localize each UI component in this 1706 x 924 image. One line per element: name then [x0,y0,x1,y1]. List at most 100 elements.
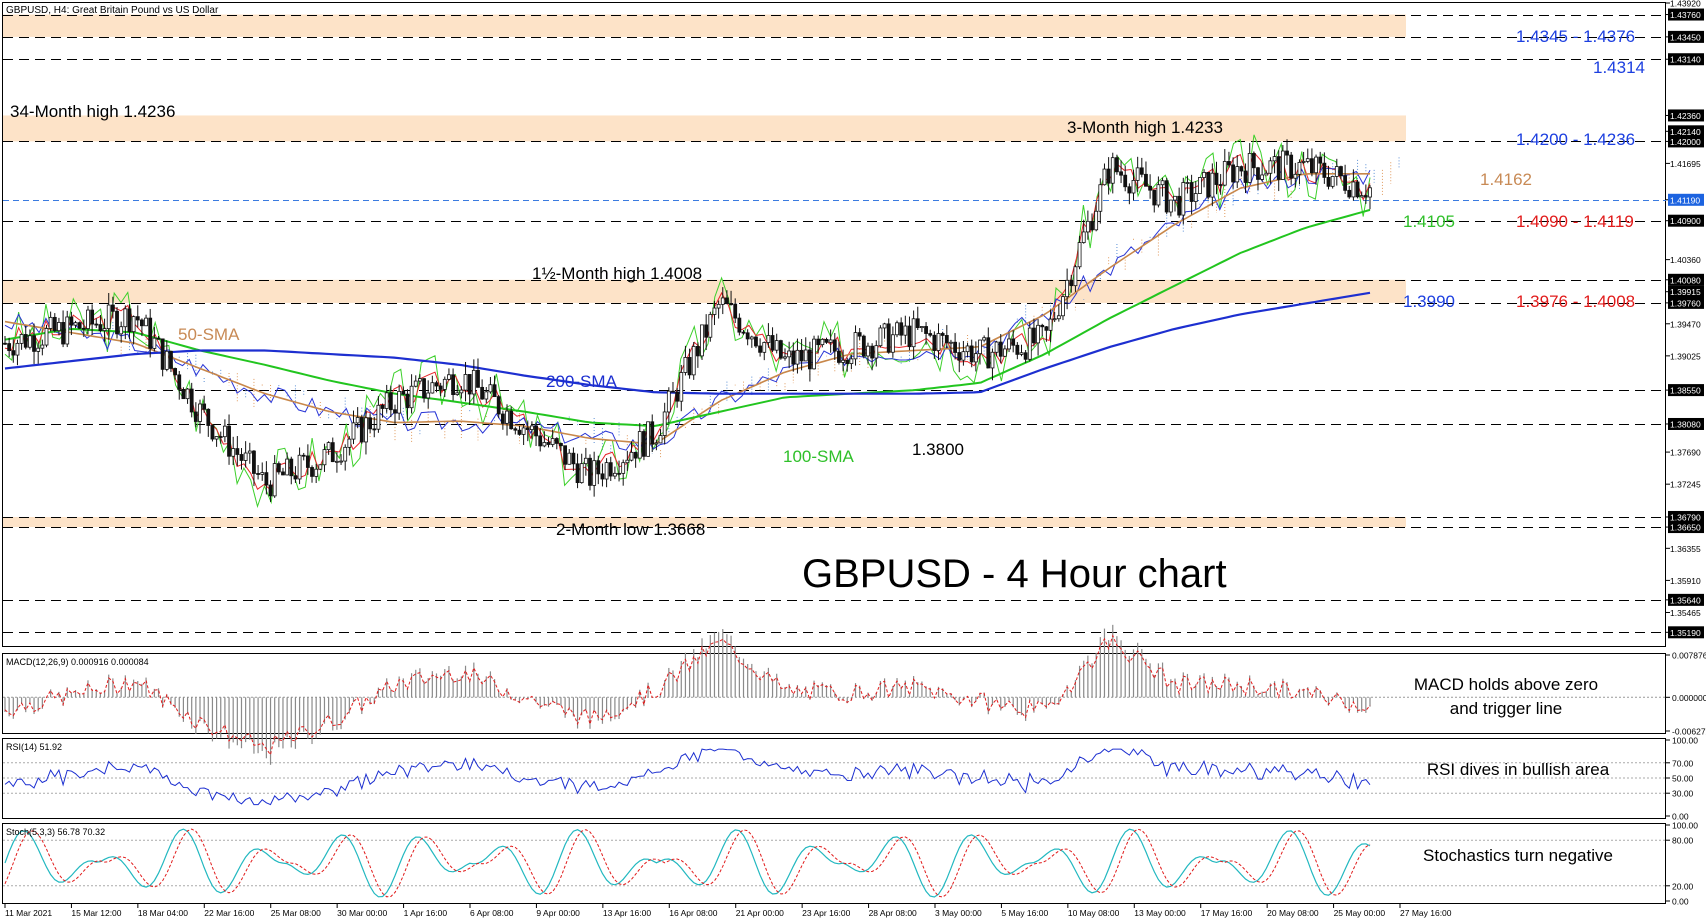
candle [372,416,377,438]
price-tick: 1.35190 [1670,628,1701,638]
candle [754,336,758,349]
time-tick: 6 Apr 08:00 [470,908,514,918]
chart-title: GBPUSD - 4 Hour chart [802,552,1227,596]
candle [77,321,82,329]
macd-header: MACD(12,26,9) 0.000916 0.000084 [6,657,149,667]
sma-50-line [4,173,1370,445]
candle [1318,151,1323,171]
candle [123,305,128,340]
price-tick: 1.38080 [1670,419,1701,429]
time-tick: 23 Apr 16:00 [802,908,850,918]
price-tag [1668,8,1704,21]
candle [32,323,36,364]
price-tick: 1.36650 [1670,523,1701,533]
candle [1268,157,1273,184]
candle [1235,155,1240,188]
candle [127,304,132,340]
candle [708,311,713,342]
candle [1355,179,1360,199]
dashed-levels [3,15,1666,633]
candle [268,480,273,502]
candle [874,340,879,367]
candle [849,354,854,370]
time-tick: 13 Apr 16:00 [603,908,651,918]
candle [185,387,190,404]
candle [1260,162,1265,182]
candle [1285,139,1289,165]
candle [27,329,32,350]
time-tick: 11 Mar 2021 [5,908,52,918]
osc-tick: 0.000000 [1672,693,1706,703]
candle [886,318,891,354]
candle [940,331,945,347]
candle [1272,149,1277,174]
candle [861,334,866,359]
candle [1123,165,1128,192]
candle [227,414,231,465]
candle [98,314,103,333]
candle [1314,154,1318,185]
candle [704,314,709,350]
candle [1231,157,1235,189]
candle [612,466,617,480]
time-tick: 15 Mar 12:00 [71,908,121,918]
candle [949,339,953,354]
label-200-sma: 200-SMA [546,372,618,391]
candle [40,339,45,356]
candle [633,451,638,468]
candle [1019,344,1024,357]
candle [1139,157,1144,178]
candle [725,290,729,305]
candle [90,304,95,335]
candle [463,361,468,402]
candle [1002,345,1007,357]
candle [559,442,563,451]
candle [1202,169,1206,188]
candle [729,290,733,306]
candle [451,368,455,401]
candle [1210,163,1215,207]
candle [621,459,626,486]
candle [762,341,767,361]
oscillator-panels: 0.0078760.000000-0.006272100.0070.0050.0… [3,624,1706,907]
price-tag [1668,135,1704,148]
macd-note-line2: and trigger line [1450,699,1562,718]
rsi-line [4,748,1371,806]
candle [61,310,65,348]
price-tick: 1.35910 [1670,576,1701,586]
candle [1168,199,1173,217]
stoch-header: Stoch(5,3,3) 56.78 70.32 [6,827,105,837]
candle [1015,342,1020,360]
candle [1048,309,1053,343]
osc-tick: 30.00 [1672,789,1694,799]
candle [1156,176,1161,208]
price-tick: 1.40900 [1670,216,1701,226]
candle [1347,185,1352,199]
candle [148,308,153,358]
price-tag [1668,521,1704,534]
time-tick: 1 Apr 16:00 [404,908,448,918]
price-tick: 1.40080 [1670,275,1701,285]
candle [1227,151,1231,168]
level-label-r2: 1.4314 [1593,58,1645,77]
candle [928,329,933,338]
candle [733,298,738,323]
candle [803,337,808,362]
candle [343,444,348,471]
candle [1106,157,1111,195]
candle [973,341,978,372]
price-tag [1668,30,1704,43]
candle [554,437,559,450]
time-tick: 18 Mar 04:00 [138,908,188,918]
price-tick: 1.35465 [1670,608,1701,618]
time-tick: 20 May 08:00 [1267,908,1319,918]
candle [1164,177,1169,214]
candle [264,461,269,495]
price-tag [1668,125,1704,138]
candle [173,367,178,380]
candle [953,333,958,360]
candle [629,441,634,462]
candle [1339,165,1343,180]
candle [911,310,916,360]
